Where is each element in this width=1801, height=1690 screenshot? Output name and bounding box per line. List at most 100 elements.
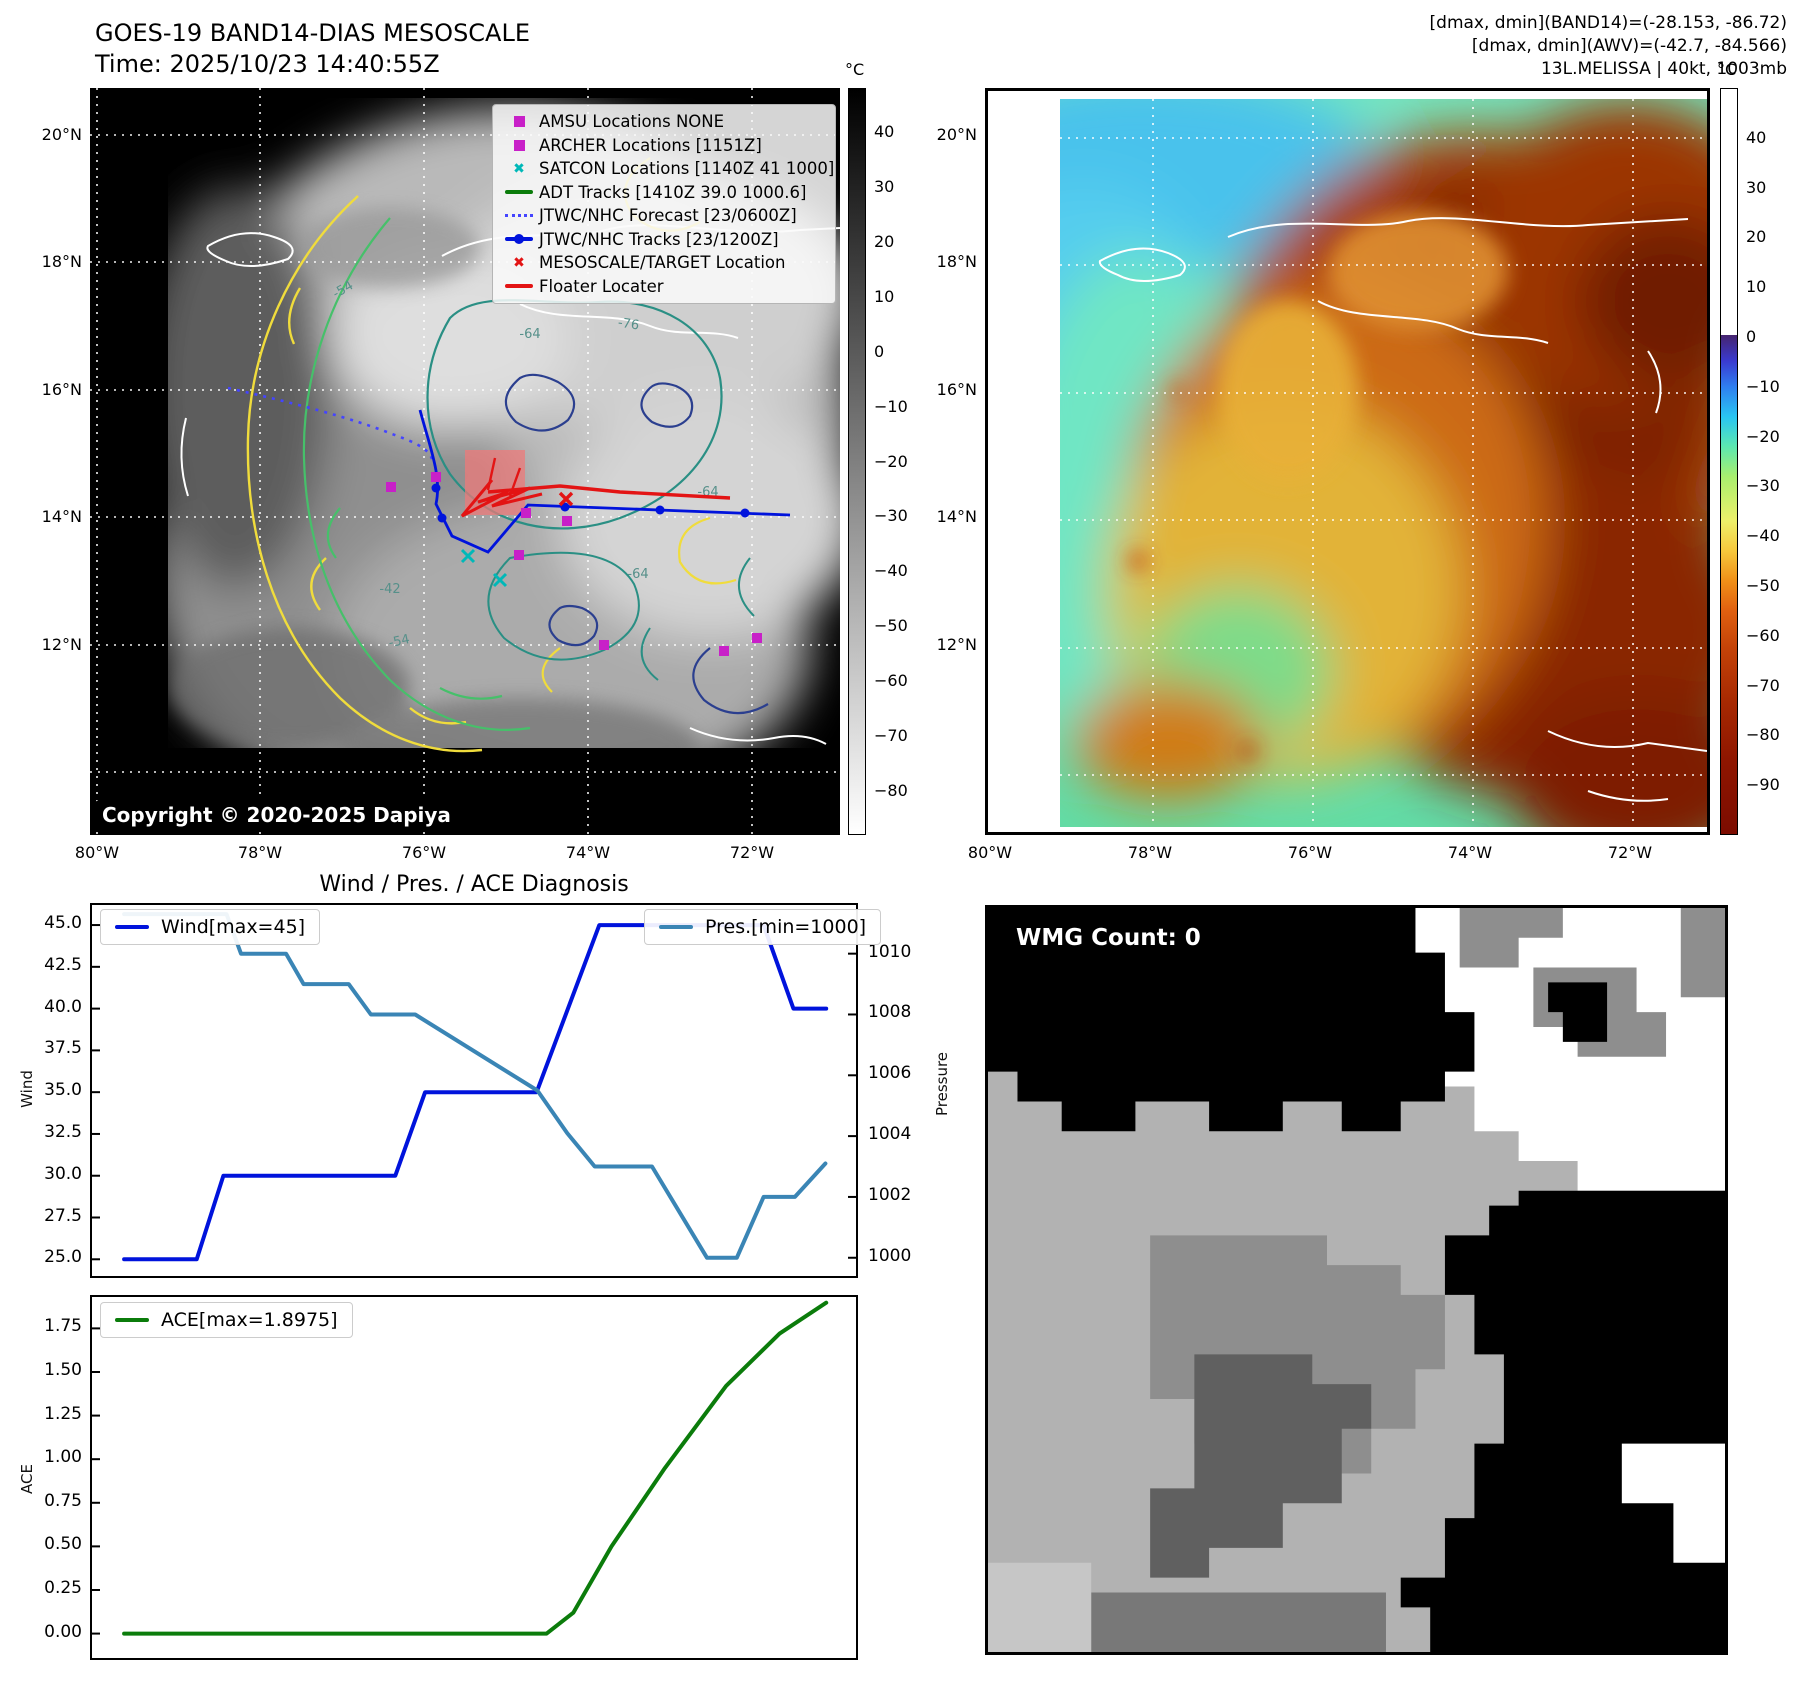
legend-row-6: ✖ MESOSCALE/TARGET Location (499, 251, 827, 275)
band14-map: -54 -64 -76 -64 -64 -54 -42 (90, 88, 840, 835)
wmg-region-corner-light (988, 1562, 1092, 1652)
ytick-left: 40.0 (44, 996, 82, 1017)
colorbar-tick: −20 (874, 451, 908, 471)
ace-chart (90, 1295, 858, 1660)
ytick-right: 1010 (868, 941, 912, 962)
legend-row-3: ADT Tracks [1410Z 39.0 1000.6] (499, 181, 827, 205)
ytick-left: 0.50 (44, 1534, 82, 1555)
dmax-awv: [dmax, dmin](AWV)=(-42.7, -84.566) (1471, 36, 1787, 56)
colorbar-tick: −60 (874, 671, 908, 691)
wmg-count-label: WMG Count: 0 (1000, 920, 1217, 956)
ytick-left: 25.0 (44, 1247, 82, 1268)
lon-tick-left: 76°W (401, 843, 447, 862)
storm-id: 13L.MELISSA | 40kt, 1003mb (1540, 59, 1787, 79)
obs-markers (386, 472, 762, 656)
legend-label: AMSU Locations NONE (539, 112, 725, 132)
lat-tick-left: 14°N (41, 507, 82, 526)
wmg-region-gray-patch-3 (1680, 908, 1725, 998)
colorbar-tick: −70 (1746, 675, 1780, 695)
colorbar-tick: −40 (874, 561, 908, 581)
map-legend: AMSU Locations NONE ARCHER Locations [115… (492, 104, 836, 304)
svg-text:-64: -64 (519, 327, 540, 342)
colorbar-tick: −80 (874, 781, 908, 801)
wmg-region-black-top (988, 908, 1475, 1132)
coastlines (1098, 217, 1707, 802)
awv-colorbar-unit: °C (1717, 60, 1737, 79)
lon-tick-right: 80°W (967, 843, 1013, 862)
pressure-swatch (659, 925, 693, 929)
legend-label: MESOSCALE/TARGET Location (539, 253, 786, 273)
colorbar-tick: 10 (874, 286, 895, 306)
wmg-mask-image (988, 908, 1725, 1652)
svg-text:-76: -76 (617, 316, 640, 334)
ytick-left: 1.75 (44, 1316, 82, 1337)
ytick-right: 1006 (868, 1063, 912, 1084)
colorbar-tick: −30 (874, 506, 908, 526)
colorbar-tick: −70 (874, 726, 908, 746)
lat-tick-right: 20°N (936, 125, 977, 144)
ytick-left: 1.25 (44, 1403, 82, 1424)
legend-row-1: ARCHER Locations [1151Z] (499, 134, 827, 158)
colorbar-tick: −30 (1746, 476, 1780, 496)
floater-track (460, 457, 731, 518)
lon-tick-right: 74°W (1447, 843, 1493, 862)
svg-text:-64: -64 (627, 567, 648, 582)
colorbar-tick: −50 (1746, 576, 1780, 595)
wmg-region-gray-patch-1 (1459, 908, 1563, 968)
wmg-panel: WMG Count: 0 (985, 905, 1728, 1655)
legend-label: ARCHER Locations [1151Z] (539, 135, 762, 155)
colorbar-tick: −20 (1746, 426, 1780, 446)
ytick-left: 30.0 (44, 1163, 82, 1184)
awv-colorbar (1720, 88, 1738, 835)
ytick-right: 1008 (868, 1002, 912, 1023)
pressure-legend-label: Pres.[min=1000] (705, 916, 867, 938)
lon-tick-right: 78°W (1127, 843, 1173, 862)
ytick-left: 45.0 (44, 913, 82, 934)
lat-tick-left: 18°N (41, 252, 82, 271)
legend-row-2: ✖ SATCON Locations [1140Z 41 1000] (499, 157, 834, 181)
ytick-left: 0.25 (44, 1577, 82, 1598)
svg-text:-42: -42 (379, 582, 400, 597)
awv-satellite-image (988, 91, 1707, 832)
line-marker-icon (499, 190, 539, 195)
pressure-axis-title: Pressure (933, 1051, 952, 1117)
ytick-left: 35.0 (44, 1080, 82, 1101)
chart-title: Wind / Pres. / ACE Diagnosis (319, 872, 629, 897)
panel-title: GOES-19 BAND14-DIAS MESOSCALE Time: 2025… (95, 18, 530, 80)
legend-label: SATCON Locations [1140Z 41 1000] (539, 159, 835, 179)
ytick-right: 1002 (868, 1184, 912, 1205)
ytick-left: 27.5 (44, 1205, 82, 1226)
pressure-legend: Pres.[min=1000] (644, 909, 882, 945)
legend-row-0: AMSU Locations NONE (499, 110, 827, 134)
lon-tick-left: 80°W (74, 843, 120, 862)
colorbar-tick: −40 (1746, 526, 1780, 546)
colorbar-tick: 20 (1746, 227, 1767, 247)
legend-label: ADT Tracks [1410Z 39.0 1000.6] (539, 182, 807, 202)
ytick-left: 0.75 (44, 1490, 82, 1511)
legend-label: Floater Locater (539, 276, 664, 296)
wmg-region-white-top (1393, 908, 1725, 1191)
colorbar-tick: 0 (874, 341, 885, 361)
legend-label: JTWC/NHC Forecast [23/0600Z] (539, 206, 797, 226)
awv-map (985, 88, 1710, 835)
colorbar-tick: −10 (874, 396, 908, 416)
wmg-region-white-notch (1621, 1443, 1725, 1563)
storm-info: [dmax, dmin](BAND14)=(-28.153, -86.72) [… (1430, 12, 1787, 81)
legend-row-4: JTWC/NHC Forecast [23/0600Z] (499, 204, 827, 228)
ace-legend-label: ACE[max=1.8975] (161, 1309, 338, 1331)
lon-tick-right: 72°W (1607, 843, 1653, 862)
x-marker-icon: ✖ (513, 160, 525, 177)
line-dot-marker-icon (499, 234, 539, 245)
svg-text:-54: -54 (387, 632, 411, 651)
square-marker-icon (499, 116, 539, 128)
colorbar-tick: −50 (874, 616, 908, 636)
ytick-left: 32.5 (44, 1121, 82, 1142)
lat-tick-left: 12°N (41, 635, 82, 654)
colorbar-tick: 40 (1746, 127, 1767, 147)
lat-tick-right: 14°N (936, 507, 977, 526)
ytick-left: 0.00 (44, 1621, 82, 1642)
square-marker-icon (499, 139, 539, 151)
lat-tick-left: 20°N (41, 125, 82, 144)
band14-colorbar-unit: °C (845, 60, 865, 79)
